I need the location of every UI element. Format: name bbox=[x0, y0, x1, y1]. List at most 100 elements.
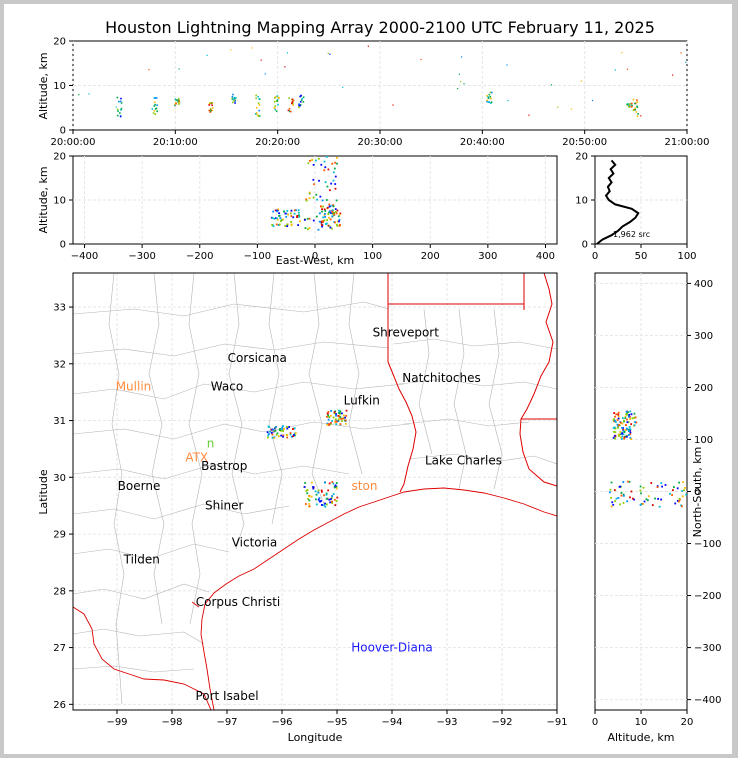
x-tick-label: 20:30:00 bbox=[358, 137, 403, 148]
source-point bbox=[327, 52, 329, 54]
source-point bbox=[300, 94, 302, 97]
source-point bbox=[323, 504, 326, 507]
source-point bbox=[312, 178, 315, 181]
y-tick-label: −100 bbox=[694, 539, 721, 550]
source-point bbox=[683, 489, 685, 492]
source-point bbox=[331, 215, 334, 218]
source-point bbox=[307, 162, 310, 165]
source-point bbox=[628, 105, 630, 108]
source-point bbox=[334, 183, 337, 185]
source-point bbox=[342, 86, 344, 88]
source-point bbox=[315, 193, 318, 196]
source-point bbox=[282, 430, 284, 432]
source-point bbox=[326, 415, 328, 418]
y-tick-label: −400 bbox=[694, 695, 721, 706]
source-point bbox=[323, 219, 326, 222]
city-label: Port Isabel bbox=[195, 689, 258, 703]
source-point bbox=[312, 219, 315, 222]
lma-figure: Houston Lightning Mapping Array 2000-210… bbox=[37, 18, 721, 744]
source-point bbox=[115, 106, 117, 108]
city-label: Lake Charles bbox=[425, 453, 502, 467]
source-point bbox=[116, 114, 119, 117]
source-point bbox=[330, 409, 333, 412]
source-point bbox=[613, 489, 616, 492]
source-point bbox=[676, 487, 679, 490]
source-point bbox=[336, 224, 339, 227]
source-point bbox=[326, 422, 329, 425]
source-point bbox=[206, 54, 208, 56]
source-point bbox=[320, 489, 323, 492]
source-point bbox=[321, 208, 324, 211]
source-point bbox=[174, 98, 177, 101]
source-point bbox=[621, 417, 624, 420]
source-point bbox=[630, 103, 632, 105]
source-point bbox=[628, 426, 631, 428]
source-point bbox=[329, 210, 331, 213]
source-point bbox=[316, 198, 318, 201]
source-point bbox=[315, 493, 318, 496]
source-point bbox=[619, 436, 622, 439]
source-point bbox=[328, 211, 330, 214]
source-point bbox=[298, 104, 300, 107]
source-point bbox=[488, 93, 491, 96]
x-tick-label: 20:20:00 bbox=[255, 137, 300, 148]
x-tick-label: 20:10:00 bbox=[153, 137, 198, 148]
source-point bbox=[624, 417, 627, 420]
source-point bbox=[325, 222, 328, 225]
source-point bbox=[335, 500, 338, 503]
source-point bbox=[319, 212, 321, 215]
source-point bbox=[282, 425, 285, 427]
source-point bbox=[331, 209, 334, 212]
x-tick-label: 0 bbox=[312, 251, 318, 262]
source-point bbox=[315, 503, 318, 506]
source-point bbox=[610, 481, 613, 484]
source-point bbox=[664, 484, 667, 486]
source-point bbox=[276, 98, 279, 101]
source-point bbox=[327, 224, 330, 227]
source-point bbox=[634, 102, 636, 105]
source-point bbox=[326, 206, 329, 209]
source-point bbox=[617, 426, 619, 429]
source-point bbox=[230, 49, 232, 51]
source-point bbox=[627, 411, 629, 414]
source-point bbox=[320, 222, 323, 225]
source-point bbox=[338, 213, 341, 216]
source-point bbox=[275, 433, 278, 436]
source-point bbox=[320, 163, 323, 166]
source-point bbox=[622, 481, 625, 483]
source-point bbox=[674, 502, 677, 505]
source-point bbox=[268, 433, 270, 435]
source-point bbox=[331, 495, 334, 497]
source-point bbox=[339, 416, 342, 419]
source-point bbox=[175, 99, 178, 101]
x-tick-label: −97 bbox=[216, 717, 237, 728]
source-point bbox=[269, 430, 271, 433]
source-point bbox=[621, 426, 624, 429]
source-point bbox=[332, 179, 335, 182]
source-point bbox=[622, 494, 625, 497]
source-point bbox=[282, 218, 284, 221]
city-label: Boerne bbox=[118, 479, 161, 493]
source-point bbox=[486, 99, 489, 102]
source-point bbox=[334, 221, 336, 224]
source-point bbox=[656, 486, 659, 489]
time-height-ylabel: Altitude, km bbox=[37, 52, 50, 119]
source-point bbox=[299, 101, 302, 103]
source-point bbox=[636, 106, 639, 108]
source-point bbox=[327, 414, 330, 417]
x-tick-label: 21:00:00 bbox=[665, 137, 710, 148]
source-point bbox=[293, 433, 295, 436]
source-point bbox=[631, 497, 634, 500]
source-point bbox=[310, 495, 313, 498]
source-point bbox=[321, 210, 323, 213]
source-point bbox=[625, 413, 628, 416]
source-point bbox=[232, 93, 234, 96]
source-point bbox=[256, 113, 259, 116]
source-point bbox=[311, 159, 313, 161]
source-point bbox=[88, 93, 90, 95]
source-point bbox=[273, 100, 276, 103]
source-point bbox=[339, 410, 342, 413]
source-point bbox=[153, 97, 156, 99]
source-point bbox=[272, 210, 275, 213]
source-point bbox=[209, 102, 212, 104]
